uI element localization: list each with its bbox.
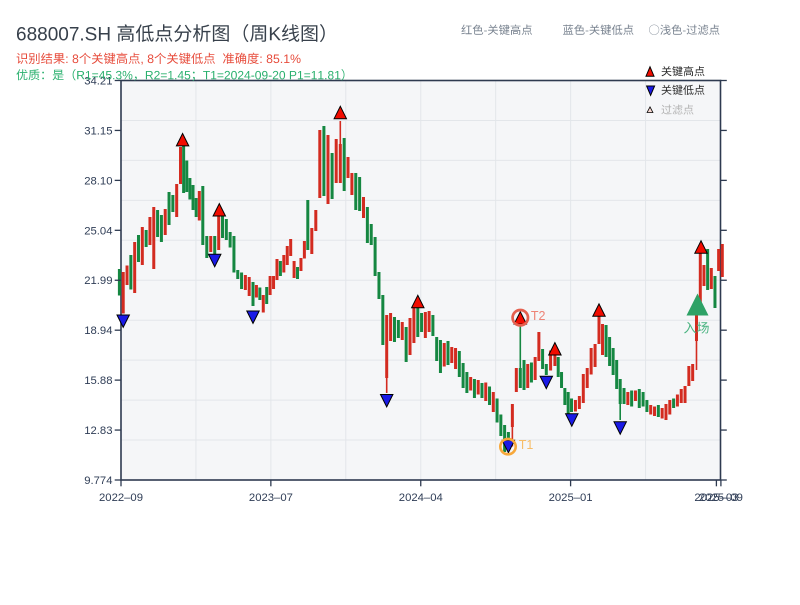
svg-text:31.15: 31.15 (84, 125, 112, 137)
svg-text:9.774: 9.774 (84, 475, 112, 487)
svg-text:T2: T2 (531, 309, 546, 323)
svg-text:15.88: 15.88 (84, 375, 112, 387)
svg-text:2025–09: 2025–09 (699, 492, 743, 504)
svg-text:2025–01: 2025–01 (549, 492, 593, 504)
svg-text:688007.SH: 688007.SH (16, 24, 111, 45)
svg-text:T1: T1 (519, 438, 534, 452)
svg-text:25.04: 25.04 (84, 225, 112, 237)
svg-text:2024–04: 2024–04 (399, 492, 443, 504)
svg-text:34.21: 34.21 (84, 76, 112, 88)
svg-text:18.94: 18.94 (84, 325, 112, 337)
svg-text:2025–03: 2025–03 (694, 492, 738, 504)
svg-text:2022–09: 2022–09 (99, 492, 143, 504)
svg-text:28.10: 28.10 (84, 175, 112, 187)
svg-text:21.99: 21.99 (84, 275, 112, 287)
svg-text:12.83: 12.83 (84, 425, 112, 437)
svg-text:2023–07: 2023–07 (249, 492, 293, 504)
